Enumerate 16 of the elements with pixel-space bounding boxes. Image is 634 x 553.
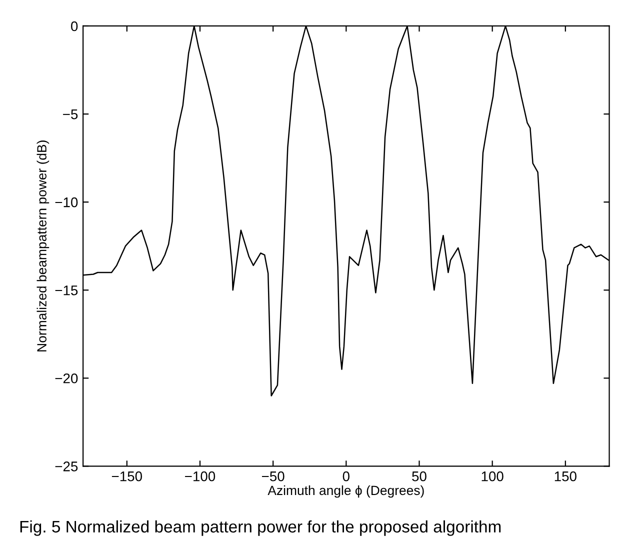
caption: Fig. 5 Normalized beam pattern power for the proposed algorithm	[20, 520, 501, 536]
x-tick-label: 50	[412, 471, 426, 482]
x-tick-label: 150	[554, 471, 576, 482]
y-tick-label: −5	[63, 110, 78, 120]
x-tick-label: 0	[342, 471, 350, 482]
x-tick-label: −50	[262, 471, 284, 482]
x-tick-label: −150	[112, 471, 142, 482]
y-axis-title: Normalized beampattern power (dB)	[36, 140, 50, 352]
x-axis-title: Azimuth angle ϕ (Degrees)	[268, 485, 424, 498]
y-tick-label: −20	[55, 373, 78, 384]
y-tick-label: −25	[55, 462, 78, 472]
y-tick-label: 0	[71, 21, 78, 32]
y-tick-label: −15	[55, 286, 78, 296]
x-tick-label: 100	[482, 471, 504, 482]
x-tick-label: −100	[185, 471, 216, 482]
y-tick-label: −10	[55, 197, 78, 208]
